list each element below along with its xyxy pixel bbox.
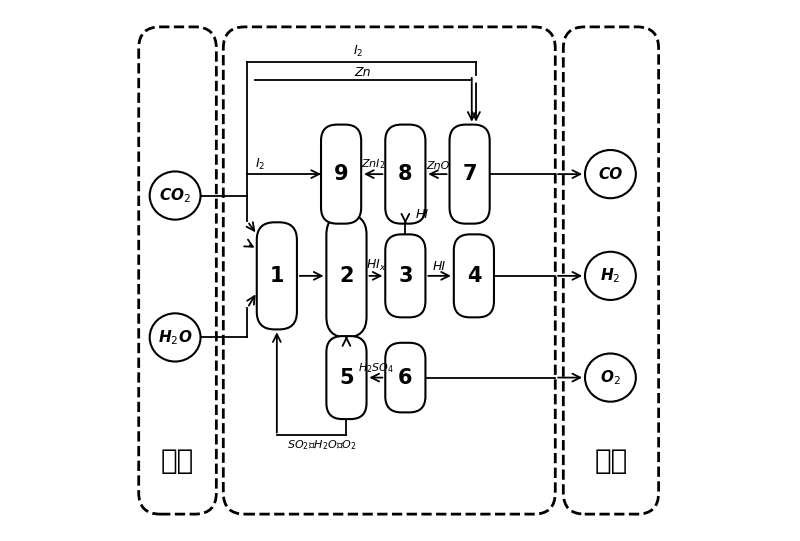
- Text: H$_2$SO$_4$: H$_2$SO$_4$: [358, 361, 394, 375]
- Ellipse shape: [150, 171, 201, 220]
- FancyBboxPatch shape: [563, 27, 658, 514]
- Text: 2: 2: [339, 266, 354, 286]
- Text: 4: 4: [466, 266, 481, 286]
- Text: O$_2$: O$_2$: [600, 368, 621, 387]
- Text: 9: 9: [334, 164, 349, 184]
- Text: 3: 3: [398, 266, 413, 286]
- Text: 1: 1: [270, 266, 284, 286]
- FancyBboxPatch shape: [321, 124, 361, 223]
- Text: CO$_2$: CO$_2$: [159, 186, 191, 205]
- Text: 7: 7: [462, 164, 477, 184]
- Text: HI: HI: [433, 260, 446, 273]
- FancyBboxPatch shape: [386, 234, 426, 318]
- Text: 5: 5: [339, 367, 354, 387]
- FancyBboxPatch shape: [223, 27, 555, 514]
- FancyBboxPatch shape: [386, 343, 426, 412]
- Text: HI$_x$: HI$_x$: [366, 258, 386, 273]
- FancyBboxPatch shape: [386, 124, 426, 223]
- FancyBboxPatch shape: [326, 214, 366, 338]
- Text: CO: CO: [598, 167, 622, 182]
- Text: 产品: 产品: [594, 446, 627, 474]
- Text: H$_2$: H$_2$: [600, 267, 621, 285]
- FancyBboxPatch shape: [138, 27, 216, 514]
- Text: ZnI$_2$: ZnI$_2$: [361, 157, 386, 171]
- Text: I$_2$: I$_2$: [255, 157, 266, 172]
- Text: I$_2$: I$_2$: [354, 44, 364, 59]
- Ellipse shape: [585, 252, 636, 300]
- Text: 6: 6: [398, 367, 413, 387]
- FancyBboxPatch shape: [257, 222, 297, 329]
- Ellipse shape: [585, 150, 636, 198]
- FancyBboxPatch shape: [450, 124, 490, 223]
- Text: H$_2$O: H$_2$O: [158, 328, 192, 347]
- Text: 原料: 原料: [161, 446, 194, 474]
- FancyBboxPatch shape: [326, 336, 366, 419]
- Text: 8: 8: [398, 164, 413, 184]
- FancyBboxPatch shape: [454, 234, 494, 318]
- Ellipse shape: [150, 313, 201, 361]
- Text: Zn: Zn: [354, 66, 370, 79]
- Text: ZnO: ZnO: [426, 161, 449, 171]
- Text: HI: HI: [416, 208, 429, 221]
- Ellipse shape: [585, 353, 636, 401]
- Text: SO$_2$、H$_2$O、O$_2$: SO$_2$、H$_2$O、O$_2$: [287, 438, 358, 452]
